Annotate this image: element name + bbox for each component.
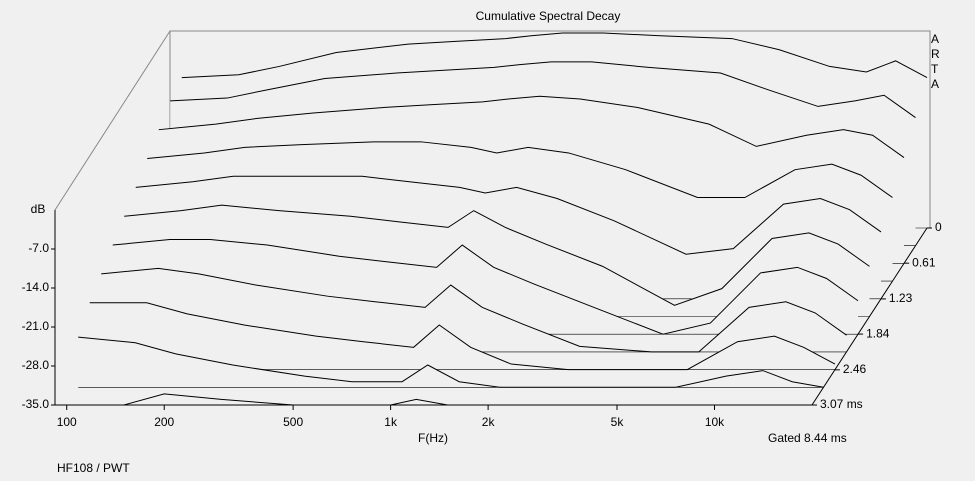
- y-tick-label: -28.0: [22, 358, 50, 372]
- time-axis: [811, 227, 928, 406]
- time-tick-label: 3.07 ms: [820, 397, 863, 411]
- x-tick-label: 1k: [384, 415, 398, 429]
- chart-title: Cumulative Spectral Decay: [476, 9, 621, 23]
- brand: ARTA: [931, 32, 940, 91]
- y-tick-label: -7.0: [28, 241, 49, 255]
- slice-fill: [101, 268, 847, 352]
- slice-line: [158, 95, 905, 158]
- time-tick-label: 0: [935, 220, 942, 234]
- time-tick-label: 1.84: [866, 326, 890, 340]
- y-tick-label: -14.0: [22, 280, 50, 294]
- slice-line: [124, 204, 870, 306]
- gate-note: Gated 8.44 ms: [768, 431, 847, 445]
- time-tick-label: 0.61: [912, 255, 936, 269]
- slice-line: [89, 302, 836, 371]
- depth-edge: [54, 30, 171, 211]
- time-tick-label: 1.23: [889, 291, 913, 305]
- x-axis-label: F(Hz): [418, 431, 448, 445]
- slice-line: [170, 61, 916, 118]
- x-tick-label: 500: [283, 415, 303, 429]
- y-tick-label: -21.0: [22, 319, 50, 333]
- slice-line: [78, 336, 824, 388]
- time-tick-label: 2.46: [843, 362, 867, 376]
- x-tick-label: 5k: [611, 415, 625, 429]
- slice-fill: [78, 337, 824, 388]
- x-tick-label: 10k: [705, 415, 725, 429]
- slice-line: [101, 267, 847, 353]
- slice-line: [181, 32, 928, 79]
- footer: HF108 / PWT: [57, 461, 130, 475]
- slice-line: [147, 141, 893, 199]
- x-tick-label: 100: [57, 415, 77, 429]
- slice-fill: [89, 302, 835, 370]
- y-tick-label: -35.0: [22, 397, 50, 411]
- x-tick-label: 200: [154, 415, 174, 429]
- slice-line: [112, 238, 859, 335]
- x-tick-label: 2k: [482, 415, 496, 429]
- slice-line: [135, 175, 882, 255]
- y-axis-label: dB: [31, 202, 46, 216]
